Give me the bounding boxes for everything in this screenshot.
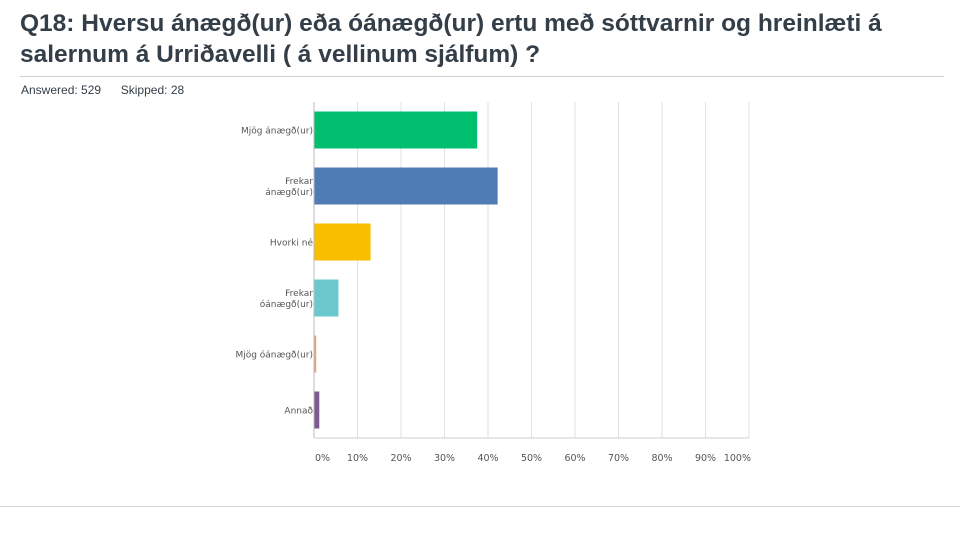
bar [314,335,317,373]
bar [314,391,320,429]
category-label: Annað [284,407,313,417]
category-label: Mjög ánægð(ur) [241,127,313,137]
x-tick-label: 30% [434,453,455,464]
category-label: Frekar [285,289,313,299]
x-tick-label: 100% [724,453,751,464]
x-tick-label: 20% [390,453,411,464]
category-label: ánægð(ur) [265,188,313,198]
x-tick-label: 10% [347,453,368,464]
bar [314,279,339,317]
bar [314,223,371,261]
x-tick-label: 50% [521,453,542,464]
x-tick-label: 80% [651,453,672,464]
x-tick-label: 70% [608,453,629,464]
category-label: óánægð(ur) [260,299,313,310]
x-tick-label: 40% [477,453,498,464]
answered-count: 529 [81,83,102,97]
answered-label: Answered: [21,83,78,97]
x-tick-label: 60% [564,453,585,464]
title-divider [20,76,944,77]
category-label: Mjög óánægð(ur) [235,350,313,361]
bar [314,167,498,205]
skipped-label: Skipped: [120,83,168,97]
skipped-count: 28 [170,83,185,97]
category-label: Hvorki né [270,238,314,249]
category-label: Frekar [285,177,313,187]
x-tick-label: 0% [315,453,330,464]
x-tick-label: 90% [695,453,716,464]
footer-divider [0,506,960,507]
response-stats: Answered: 529 Skipped: 28 [21,83,184,97]
bar [314,111,478,149]
question-title: Q18: Hversu ánægð(ur) eða óánægð(ur) ert… [20,10,882,68]
